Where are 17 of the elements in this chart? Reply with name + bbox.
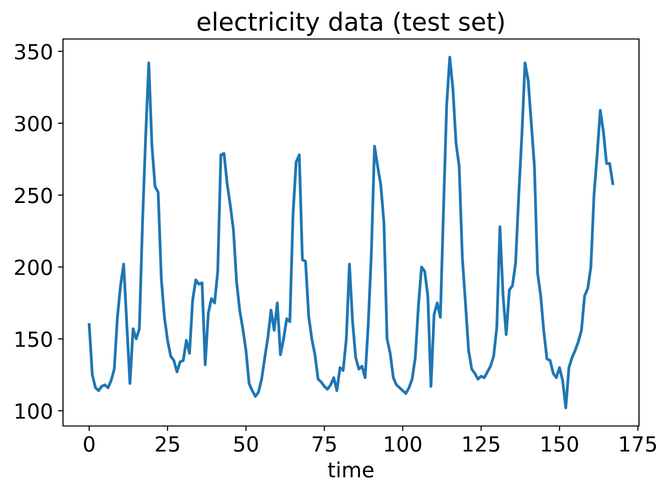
y-tick-label: 150 [16,331,52,348]
x-tick-label: 50 [234,436,258,452]
chart-title: electricity data (test set) [198,12,504,36]
x-tick-label: 150 [542,436,578,452]
x-tick-label: 75 [312,436,336,452]
y-tick-label: 350 [15,44,52,60]
line-series [88,56,614,410]
x-tick-label: 175 [620,436,656,452]
x-tick-label: 0 [84,436,94,452]
x-axis-title: time [328,461,374,478]
y-tick-label: 200 [15,259,52,276]
y-tick-label: 300 [15,116,52,132]
y-tick-label: 250 [15,188,52,204]
x-tick-label: 100 [385,436,422,452]
x-tick-label: 125 [464,436,500,452]
x-tick-label: 25 [156,436,180,452]
y-tick-label: 100 [16,403,52,419]
